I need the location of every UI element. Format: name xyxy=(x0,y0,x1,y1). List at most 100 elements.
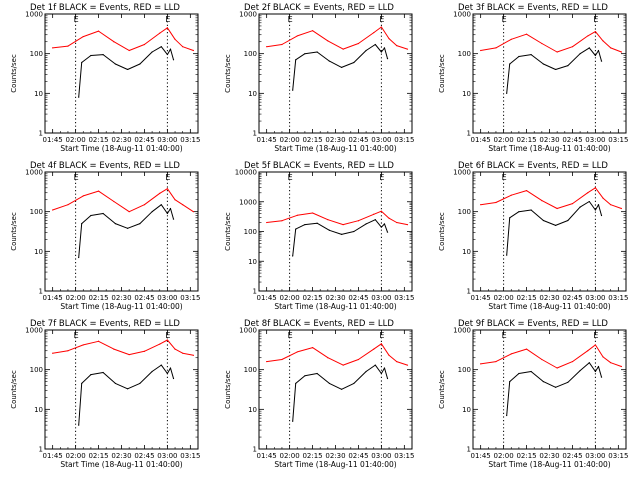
events-data-point xyxy=(594,370,597,373)
y-tick-label: 1000 xyxy=(239,11,257,19)
event-marker-label: E xyxy=(502,331,507,340)
events-data-point xyxy=(114,223,116,225)
lld-data-point xyxy=(587,350,589,352)
events-data-point xyxy=(341,388,343,390)
events-data-point xyxy=(127,388,129,390)
x-tick-label: 02:45 xyxy=(562,294,582,302)
events-data-point xyxy=(600,214,603,217)
lld-data-point xyxy=(396,221,398,224)
lld-series-line xyxy=(266,343,408,366)
y-tick-label: 1 xyxy=(467,130,471,138)
x-tick-label: 02:15 xyxy=(516,136,536,144)
lld-data-point xyxy=(510,38,512,40)
y-tick-label: 100 xyxy=(30,50,43,58)
lld-data-point xyxy=(174,38,176,40)
y-axis-label: Counts/sec xyxy=(224,212,232,251)
lld-data-point xyxy=(182,204,184,206)
panel-title: Det 3f BLACK = Events, RED = LLD xyxy=(458,3,608,13)
lld-series-line xyxy=(52,339,194,356)
y-tick-label: 10 xyxy=(34,248,43,256)
panel-title: Det 4f BLACK = Events, RED = LLD xyxy=(30,161,180,171)
events-data-point xyxy=(600,376,603,378)
lld-data-point xyxy=(357,220,360,222)
lld-data-point xyxy=(495,47,497,49)
event-marker-label: E xyxy=(502,15,507,24)
lld-data-point xyxy=(97,30,100,32)
lld-data-point xyxy=(406,48,409,50)
events-data-point xyxy=(353,61,355,64)
x-tick-label: 01:45 xyxy=(43,294,63,302)
lld-data-point xyxy=(480,363,482,365)
y-axis-label: Counts/sec xyxy=(10,212,18,251)
lld-data-point xyxy=(52,352,54,354)
x-tick-label: 02:00 xyxy=(494,452,514,460)
lld-data-point xyxy=(281,220,283,222)
x-tick-label: 02:00 xyxy=(280,136,300,144)
events-data-point xyxy=(506,254,508,256)
lld-data-point xyxy=(571,360,574,363)
x-tick-label: 02:30 xyxy=(111,452,131,460)
lld-data-point xyxy=(311,30,314,32)
lld-data-point xyxy=(556,51,558,53)
x-tick-label: 03:15 xyxy=(180,452,200,460)
x-axis-label: Start Time (18-Aug-11 01:40:00) xyxy=(274,144,396,153)
lld-data-point xyxy=(143,350,146,352)
events-data-point xyxy=(365,370,367,373)
x-tick-label: 02:15 xyxy=(302,294,322,302)
x-tick-label: 03:00 xyxy=(157,452,177,460)
x-tick-label: 03:15 xyxy=(394,136,414,144)
events-data-point xyxy=(567,65,569,67)
events-data-point xyxy=(169,207,172,210)
x-tick-label: 02:00 xyxy=(66,294,86,302)
lld-data-point xyxy=(67,350,69,352)
event-marker-label: E xyxy=(74,15,79,24)
event-marker-label: E xyxy=(379,15,384,24)
lld-series-line xyxy=(480,344,622,369)
x-tick-label: 03:00 xyxy=(157,294,177,302)
x-tick-label: 03:00 xyxy=(585,452,605,460)
x-tick-label: 03:15 xyxy=(608,136,628,144)
x-tick-label: 02:45 xyxy=(134,452,154,460)
lld-data-point xyxy=(610,362,612,364)
event-marker-label: E xyxy=(165,173,170,182)
events-series-line xyxy=(78,364,174,426)
y-axis-label: Counts/sec xyxy=(438,212,446,251)
x-tick-label: 01:45 xyxy=(43,452,63,460)
x-tick-label: 03:00 xyxy=(585,294,605,302)
events-data-point xyxy=(597,49,600,52)
lld-series-line xyxy=(480,31,622,53)
lld-data-point xyxy=(380,343,382,345)
events-data-point xyxy=(295,59,297,61)
lld-data-point xyxy=(159,32,161,34)
lld-data-point xyxy=(182,46,184,48)
lld-data-point xyxy=(610,204,612,206)
events-data-point xyxy=(341,233,343,235)
y-tick-label: 1 xyxy=(39,130,43,138)
x-tick-label: 02:30 xyxy=(325,294,345,302)
lld-data-point xyxy=(327,219,329,221)
y-tick-label: 100 xyxy=(244,50,257,58)
events-data-point xyxy=(292,89,294,91)
events-data-point xyxy=(78,96,80,98)
lld-data-point xyxy=(192,354,195,356)
x-tick-label: 02:30 xyxy=(539,294,559,302)
events-data-point xyxy=(518,372,520,375)
lld-data-point xyxy=(594,187,597,189)
events-data-point xyxy=(506,414,508,417)
lld-data-point xyxy=(296,214,298,216)
events-data-point xyxy=(292,420,294,422)
lld-data-point xyxy=(525,348,528,350)
lld-data-point xyxy=(480,49,482,52)
y-tick-label: 10 xyxy=(248,258,257,266)
events-data-point xyxy=(81,223,83,225)
events-data-point xyxy=(160,204,162,206)
lld-data-point xyxy=(128,353,130,356)
y-tick-label: 10 xyxy=(34,406,43,414)
y-tick-label: 100 xyxy=(244,366,257,374)
events-data-point xyxy=(166,53,168,56)
lld-data-point xyxy=(327,357,329,359)
events-data-point xyxy=(172,59,175,61)
